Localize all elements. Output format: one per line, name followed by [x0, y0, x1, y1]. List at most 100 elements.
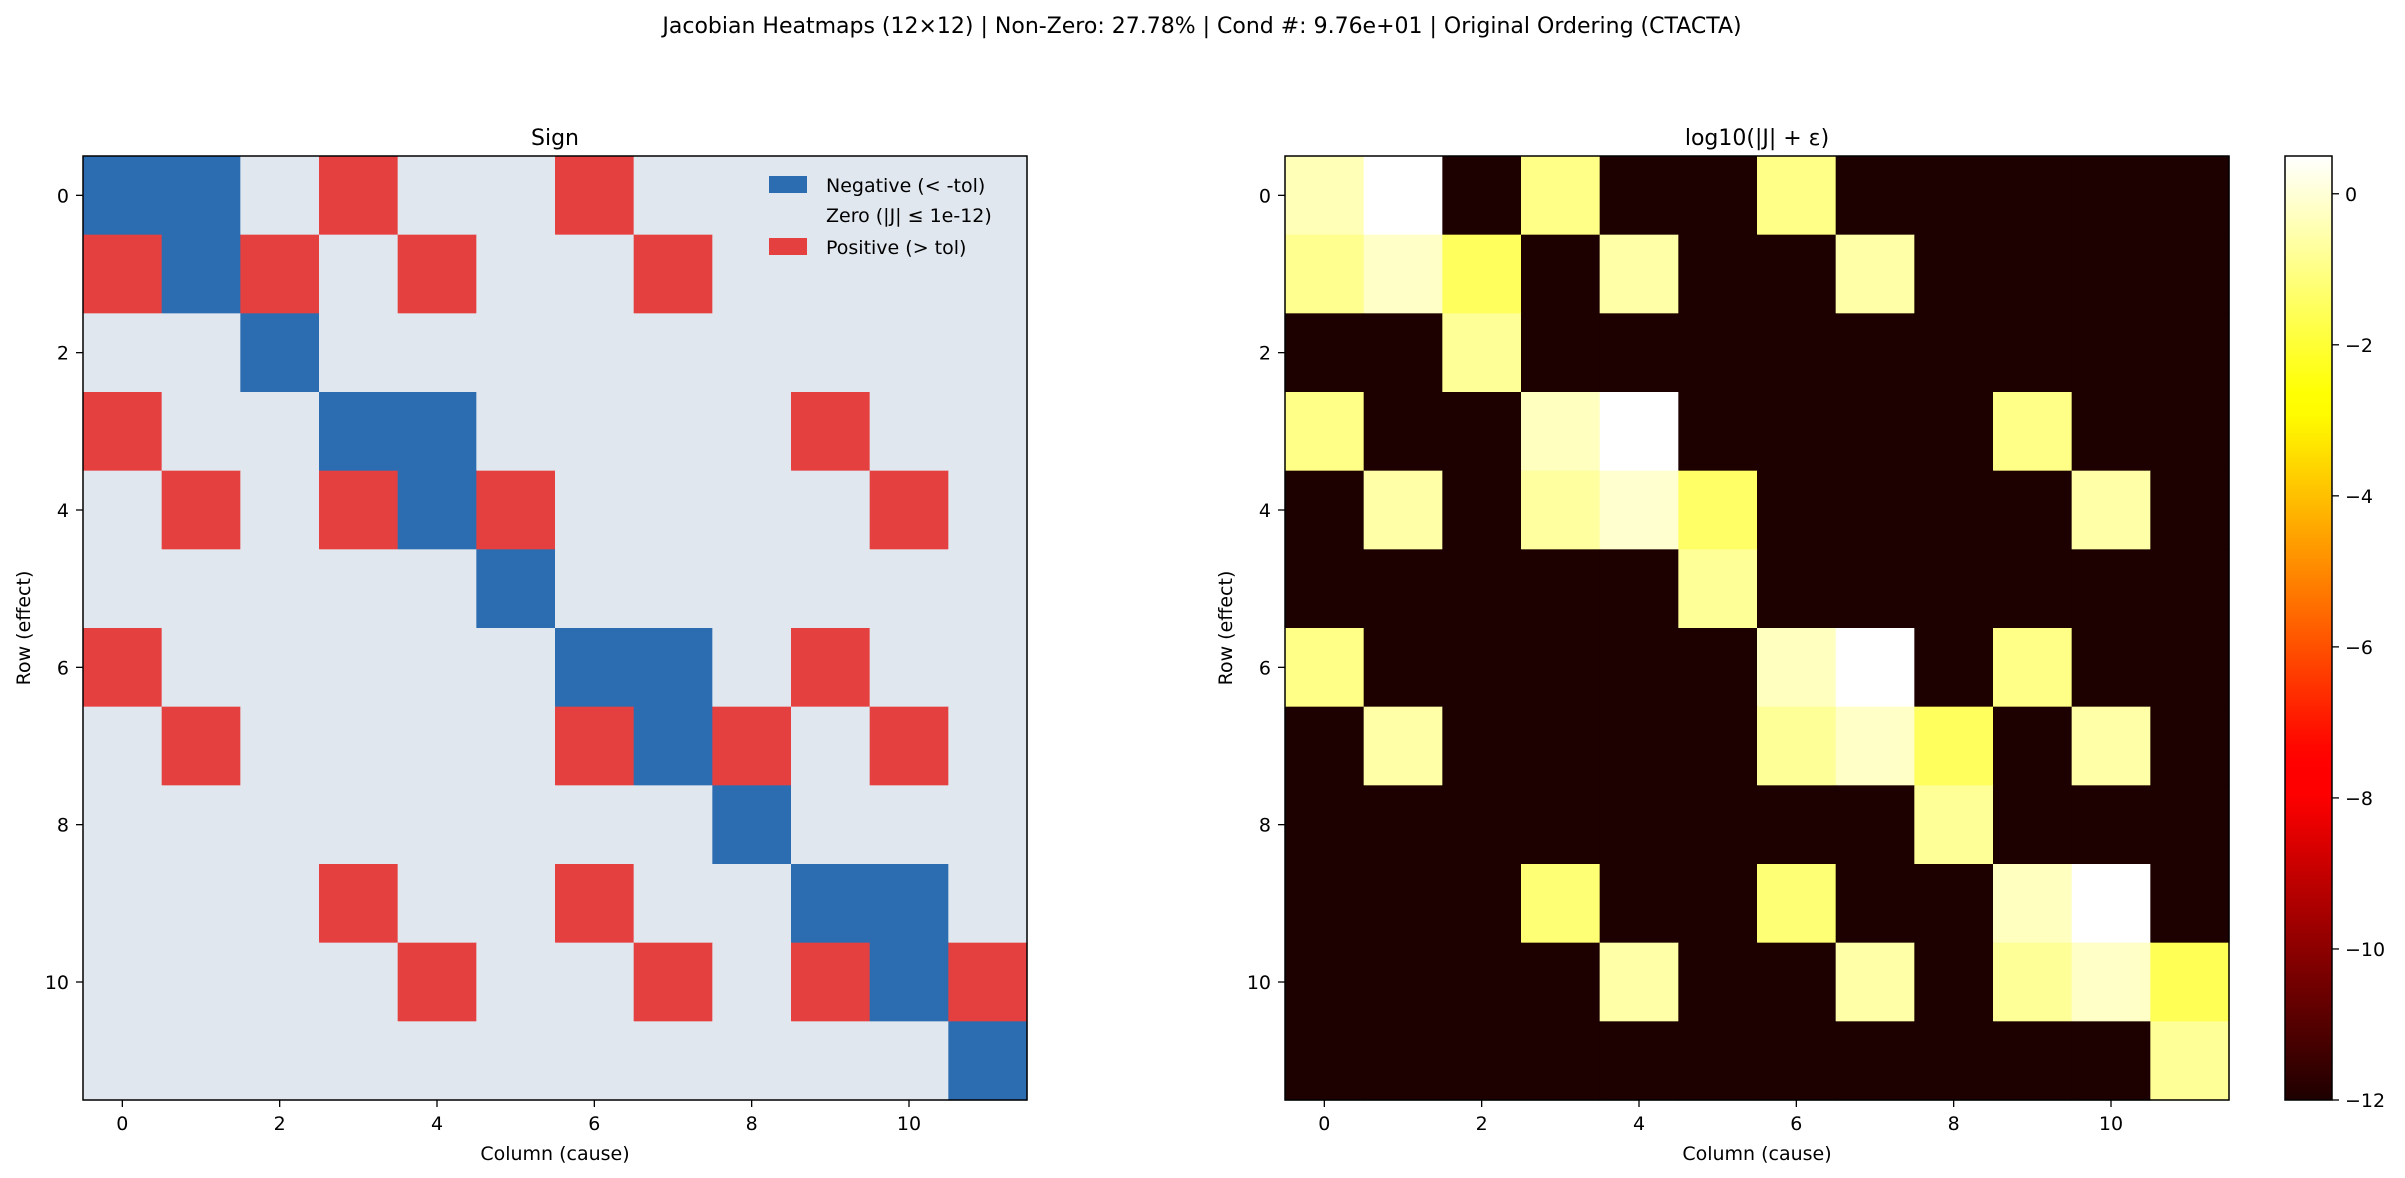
magnitude-y-axis-label: Row (effect) [1215, 571, 1237, 686]
magnitude-cell [1285, 470, 1365, 550]
sign-cell [633, 864, 713, 944]
sign-cell [319, 706, 399, 786]
magnitude-cell [1285, 706, 1365, 786]
sign-cell [633, 234, 713, 314]
sign-cell [791, 785, 871, 865]
sign-x-tick-label: 2 [274, 1113, 286, 1135]
sign-cell [712, 549, 792, 629]
magnitude-cell [1993, 628, 2073, 708]
magnitude-cell [1678, 234, 1758, 314]
magnitude-cell [1835, 706, 1915, 786]
magnitude-cell [1835, 313, 1915, 393]
magnitude-cell [1678, 628, 1758, 708]
sign-cell [83, 234, 163, 314]
magnitude-cell [1835, 942, 1915, 1022]
magnitude-cell [1442, 942, 1522, 1022]
magnitude-cell [1914, 392, 1994, 472]
sign-cell [476, 785, 556, 865]
sign-cell [948, 1021, 1028, 1101]
sign-x-tick-label: 10 [897, 1113, 921, 1135]
magnitude-cell [2071, 1021, 2151, 1101]
sign-cell [83, 549, 163, 629]
sign-cell [476, 864, 556, 944]
sign-cell [83, 785, 163, 865]
magnitude-cell [2071, 942, 2151, 1022]
sign-y-axis-label: Row (effect) [13, 571, 35, 686]
sign-cell [476, 392, 556, 472]
sign-cell [83, 942, 163, 1022]
magnitude-cell [1521, 156, 1601, 236]
sign-cell [869, 313, 949, 393]
magnitude-cell [1363, 313, 1443, 393]
magnitude-cell [2071, 156, 2151, 236]
sign-cell [869, 392, 949, 472]
magnitude-cell [1521, 549, 1601, 629]
sign-cell [319, 156, 399, 236]
sign-cell [555, 392, 635, 472]
sign-cell [633, 706, 713, 786]
magnitude-cell [2071, 785, 2151, 865]
magnitude-axes-frame [1284, 155, 2230, 1101]
sign-cell [869, 549, 949, 629]
magnitude-cell [2150, 470, 2230, 550]
magnitude-cell [1678, 706, 1758, 786]
sign-cell [397, 234, 477, 314]
sign-legend: Negative (< -tol) Zero (|J| ≤ 1e-12) Pos… [769, 175, 992, 259]
magnitude-x-tick-label: 6 [1790, 1113, 1802, 1135]
colorbar-tick-label: −6 [2345, 637, 2373, 659]
sign-cell [948, 706, 1028, 786]
sign-x-axis-label: Column (cause) [480, 1143, 629, 1165]
sign-cell [83, 1021, 163, 1101]
sign-cell [397, 156, 477, 236]
sign-cell [83, 470, 163, 550]
magnitude-cell [1599, 785, 1679, 865]
magnitude-cell [1521, 628, 1601, 708]
magnitude-cell [1599, 628, 1679, 708]
sign-axes-frame [82, 155, 1028, 1101]
magnitude-cell [2150, 156, 2230, 236]
magnitude-cell [1914, 1021, 1994, 1101]
sign-cell [240, 549, 320, 629]
sign-cell [869, 864, 949, 944]
sign-cell [319, 864, 399, 944]
magnitude-cell [1285, 313, 1365, 393]
sign-cell [161, 392, 241, 472]
sign-cell [161, 234, 241, 314]
magnitude-cell [1363, 942, 1443, 1022]
magnitude-y-tick-label: 0 [1259, 185, 1271, 207]
magnitude-x-axis-label: Column (cause) [1682, 1143, 1831, 1165]
magnitude-cell [2071, 706, 2151, 786]
sign-cell [240, 392, 320, 472]
magnitude-cell [1442, 549, 1522, 629]
magnitude-cell [2150, 864, 2230, 944]
sign-cell [240, 628, 320, 708]
sign-cell [712, 1021, 792, 1101]
sign-cell [240, 156, 320, 236]
sign-x-ticks: 0 2 4 6 8 10 [116, 1100, 921, 1135]
magnitude-cell [1442, 313, 1522, 393]
magnitude-cell [1914, 549, 1994, 629]
legend-label-zero: Zero (|J| ≤ 1e-12) [826, 205, 992, 227]
sign-cell [869, 706, 949, 786]
sign-cell [712, 313, 792, 393]
magnitude-cell [1678, 785, 1758, 865]
colorbar-tick-label: −2 [2345, 335, 2373, 357]
sign-cell [83, 706, 163, 786]
magnitude-cell [2150, 313, 2230, 393]
sign-cell [397, 549, 477, 629]
sign-cell [161, 942, 241, 1022]
magnitude-cell [1599, 234, 1679, 314]
sign-cell [319, 313, 399, 393]
sign-cell [397, 864, 477, 944]
sign-cell [791, 1021, 871, 1101]
sign-cell [555, 156, 635, 236]
magnitude-cell [1678, 864, 1758, 944]
magnitude-cell [1599, 1021, 1679, 1101]
magnitude-cell [1442, 628, 1522, 708]
sign-cell [712, 785, 792, 865]
sign-cell [948, 864, 1028, 944]
sign-cell [319, 392, 399, 472]
sign-y-tick-label: 4 [57, 500, 69, 522]
magnitude-cell [1678, 470, 1758, 550]
sign-cell [791, 549, 871, 629]
